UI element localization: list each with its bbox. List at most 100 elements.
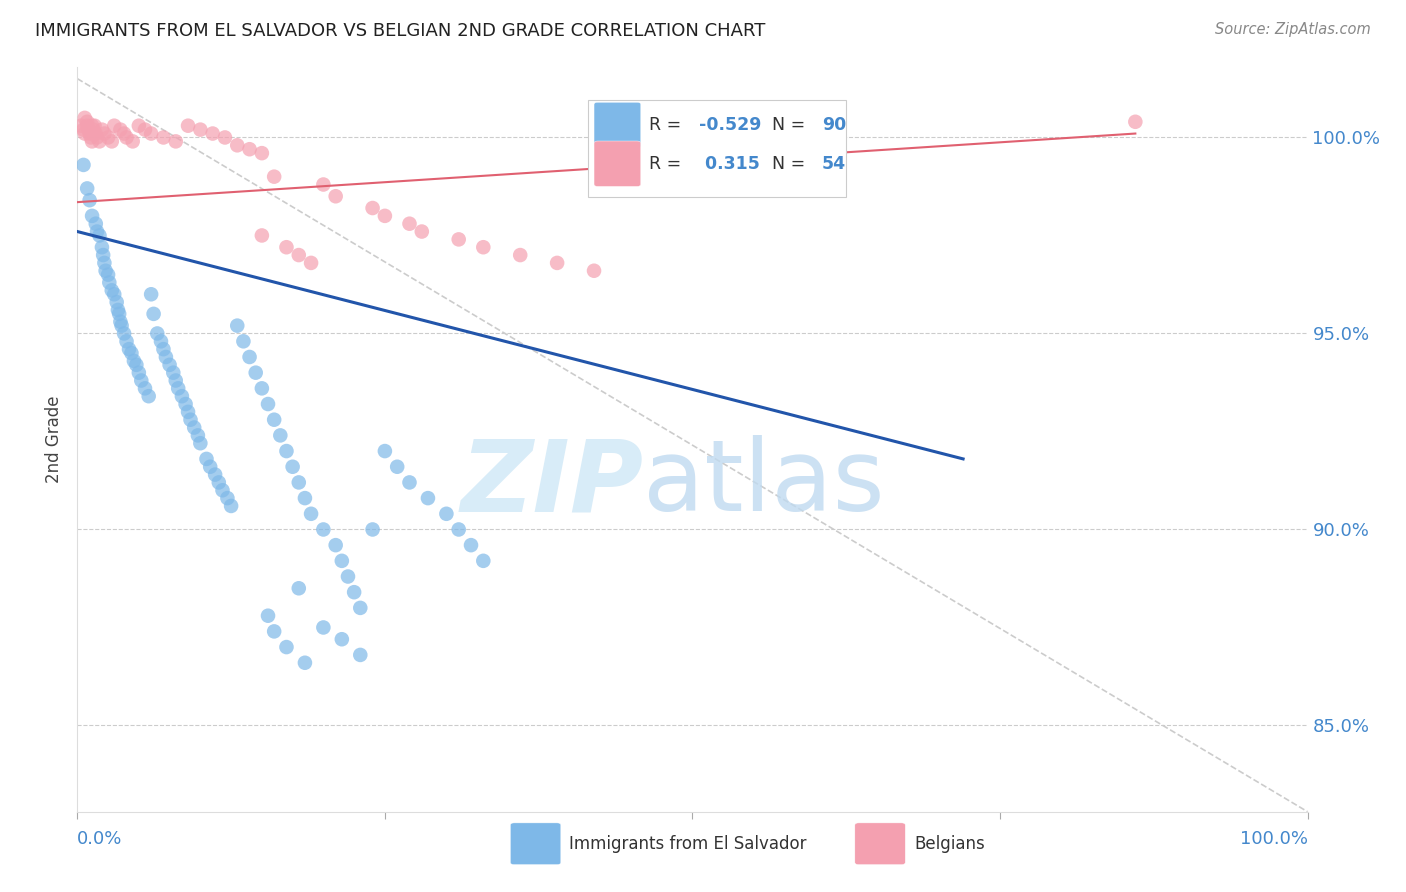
Point (101, 283, 124, 297)
Point (257, 397, 280, 411)
Point (583, 264, 606, 278)
Point (141, 287, 163, 301)
Point (82, 119, 104, 133)
Point (263, 169, 285, 184)
Point (155, 350, 177, 364)
Text: 0.0%: 0.0% (77, 830, 122, 848)
Point (288, 248, 311, 262)
Point (509, 248, 531, 262)
Point (97, 268, 120, 282)
Point (84, 127, 107, 141)
Point (263, 624, 285, 639)
Point (174, 397, 197, 411)
Point (201, 127, 224, 141)
Point (349, 648, 371, 662)
Point (110, 315, 132, 329)
Point (125, 358, 148, 372)
Point (170, 389, 193, 403)
Point (330, 554, 353, 568)
Point (188, 436, 212, 450)
Point (93, 256, 115, 270)
FancyBboxPatch shape (510, 823, 561, 864)
Point (398, 475, 420, 490)
Point (89, 134, 111, 148)
Point (211, 483, 233, 498)
Point (110, 122, 132, 136)
Point (91, 248, 114, 262)
Point (86, 130, 108, 145)
Point (146, 326, 169, 341)
Point (101, 134, 124, 148)
Point (188, 122, 212, 136)
Point (112, 127, 135, 141)
FancyBboxPatch shape (855, 823, 905, 864)
Text: ZIP: ZIP (460, 435, 644, 533)
Point (90, 240, 114, 254)
Point (276, 240, 298, 254)
Point (180, 413, 202, 427)
Point (546, 256, 568, 270)
Text: atlas: atlas (644, 435, 884, 533)
Text: IMMIGRANTS FROM EL SALVADOR VS BELGIAN 2ND GRADE CORRELATION CHART: IMMIGRANTS FROM EL SALVADOR VS BELGIAN 2… (35, 22, 765, 40)
Text: 0.315: 0.315 (699, 154, 759, 173)
Point (76, 119, 98, 133)
Point (447, 232, 470, 246)
Point (89, 228, 111, 243)
Point (107, 302, 129, 317)
Point (118, 342, 141, 356)
Point (165, 374, 187, 388)
FancyBboxPatch shape (595, 141, 641, 186)
Text: Belgians: Belgians (914, 835, 984, 853)
Point (312, 523, 335, 537)
Point (1125, 115, 1147, 129)
FancyBboxPatch shape (595, 103, 641, 148)
Point (374, 209, 396, 223)
Point (103, 119, 125, 133)
Point (77, 122, 100, 136)
Point (79, 127, 101, 141)
Point (385, 459, 409, 474)
Point (361, 523, 384, 537)
Point (257, 608, 280, 623)
Text: 54: 54 (821, 154, 846, 173)
Text: 100.0%: 100.0% (1240, 830, 1308, 848)
Point (269, 428, 291, 442)
Point (226, 318, 249, 333)
Point (411, 225, 433, 239)
Point (141, 127, 163, 141)
Point (281, 459, 304, 474)
Point (195, 451, 218, 466)
Point (115, 130, 138, 145)
Point (250, 146, 273, 161)
Point (111, 318, 132, 333)
Point (214, 130, 236, 145)
Point (167, 381, 190, 395)
Point (103, 287, 125, 301)
Point (232, 334, 254, 349)
Point (294, 656, 316, 670)
Point (76, 115, 98, 129)
Point (79, 193, 101, 207)
Point (416, 491, 439, 505)
Text: R =: R = (650, 154, 688, 173)
Point (72, 158, 94, 172)
Text: Immigrants from El Salvador: Immigrants from El Salvador (569, 835, 807, 853)
Point (472, 554, 495, 568)
Point (436, 507, 458, 521)
Point (447, 523, 470, 537)
Point (159, 358, 181, 372)
Point (82, 134, 104, 148)
Point (374, 444, 396, 458)
Point (208, 475, 231, 490)
Point (152, 342, 174, 356)
Point (90, 122, 114, 136)
Point (294, 491, 316, 505)
Point (112, 326, 135, 341)
Point (97, 130, 120, 145)
Point (150, 334, 173, 349)
Point (80, 130, 103, 145)
Point (84, 217, 107, 231)
Point (70, 119, 93, 133)
Point (288, 475, 311, 490)
Text: R =: R = (650, 116, 688, 134)
